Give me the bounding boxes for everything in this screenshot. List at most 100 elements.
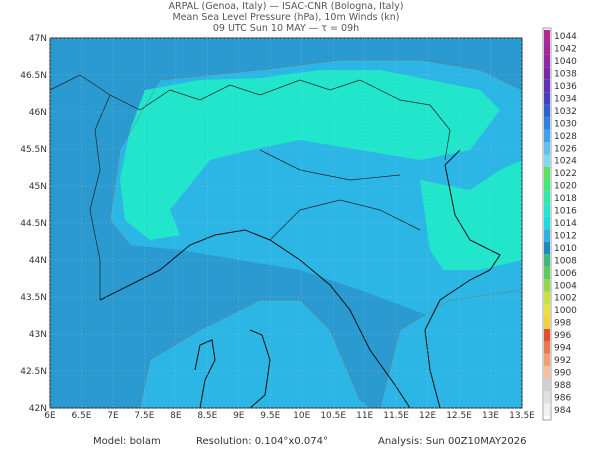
colorbar-box xyxy=(544,291,550,304)
colorbar-box xyxy=(544,328,550,342)
colorbar-label: 1006 xyxy=(554,269,577,279)
lon-tick-label: 6.5E xyxy=(71,411,91,421)
colorbar-box xyxy=(544,104,550,118)
colorbar-box xyxy=(544,42,550,55)
colorbar-box xyxy=(544,179,550,192)
lat-tick-label: 47N xyxy=(29,34,47,44)
colorbar-label: 1026 xyxy=(554,144,577,154)
colorbar-label: 1008 xyxy=(554,256,577,266)
colorbar-box xyxy=(544,30,550,43)
colorbar-label: 1038 xyxy=(554,70,577,80)
lat-tick-label: 44N xyxy=(29,256,47,266)
pressure-band xyxy=(120,70,522,290)
lon-tick-label: 9E xyxy=(233,411,245,421)
colorbar-label: 1036 xyxy=(554,82,577,92)
footer-resolution: Resolution: 0.104°x0.074° xyxy=(196,436,328,447)
colorbar-box xyxy=(544,79,550,93)
colorbar-label: 1040 xyxy=(554,57,577,67)
colorbar-label: 1044 xyxy=(554,32,577,42)
header-line: 09 UTC Sun 10 MAY — τ = 09h xyxy=(213,23,359,34)
footer-model: Model: bolam xyxy=(93,436,161,447)
pressure-band xyxy=(430,260,522,300)
colorbar-box xyxy=(544,241,550,255)
colorbar-label: 998 xyxy=(554,319,571,329)
lon-tick-label: 7E xyxy=(107,411,119,421)
colorbar-label: 1000 xyxy=(554,306,577,316)
colorbar-label: 1002 xyxy=(554,294,577,304)
lat-tick-label: 46.5N xyxy=(20,71,47,81)
colorbar-box xyxy=(544,117,550,130)
lat-tick-label: 42.5N xyxy=(20,367,47,377)
colorbar-box xyxy=(544,378,550,392)
colorbar-label: 988 xyxy=(554,381,571,391)
lon-tick-label: 10E xyxy=(293,411,310,421)
colorbar-label: 1042 xyxy=(554,45,577,55)
colorbar-label: 1024 xyxy=(554,157,577,167)
colorbar-box xyxy=(544,316,550,329)
colorbar-box xyxy=(544,154,550,167)
lon-tick-label: 8E xyxy=(170,411,182,421)
colorbar-label: 1018 xyxy=(554,194,577,204)
colorbar-label: 1022 xyxy=(554,169,577,179)
colorbar-label: 1010 xyxy=(554,244,577,254)
lon-tick-label: 9.5E xyxy=(260,411,280,421)
lat-tick-label: 45N xyxy=(29,182,47,192)
header-line: Mean Sea Level Pressure (hPa), 10m Winds… xyxy=(172,12,399,23)
colorbar-box xyxy=(544,229,550,242)
colorbar-box xyxy=(544,142,550,155)
colorbar-label: 1028 xyxy=(554,132,577,142)
lon-tick-label: 12E xyxy=(419,411,436,421)
colorbar-label: 990 xyxy=(554,368,571,378)
colorbar-label: 1034 xyxy=(554,94,577,104)
footer-analysis: Analysis: Sun 00Z10MAY2026 xyxy=(378,436,527,447)
lat-tick-label: 43.5N xyxy=(20,293,47,303)
colorbar-label: 1032 xyxy=(554,107,577,117)
colorbar-box xyxy=(544,254,550,267)
lon-tick-label: 12.5E xyxy=(446,411,472,421)
lat-tick-label: 42N xyxy=(29,404,47,414)
lat-tick-label: 45.5N xyxy=(20,145,47,155)
lat-tick-label: 44.5N xyxy=(20,219,47,229)
colorbar-box xyxy=(544,353,550,367)
lat-tick-label: 43N xyxy=(29,330,47,340)
colorbar-label: 1012 xyxy=(554,231,577,241)
lon-tick-label: 8.5E xyxy=(197,411,217,421)
colorbar-box xyxy=(544,204,550,217)
colorbar-box xyxy=(544,279,550,292)
colorbar-box xyxy=(544,166,550,180)
lat-tick-label: 46N xyxy=(29,108,47,118)
colorbar-box xyxy=(544,92,550,105)
colorbar-label: 1030 xyxy=(554,119,577,129)
colorbar-label: 1016 xyxy=(554,207,577,217)
colorbar-label: 984 xyxy=(554,406,571,416)
colorbar-label: 996 xyxy=(554,331,571,341)
colorbar-box xyxy=(544,129,550,143)
colorbar-box xyxy=(544,54,550,68)
lon-tick-label: 11E xyxy=(356,411,373,421)
lon-tick-label: 6E xyxy=(44,411,56,421)
colorbar-box xyxy=(544,216,550,230)
colorbar-box xyxy=(544,391,550,404)
colorbar-label: 992 xyxy=(554,356,571,366)
map xyxy=(49,38,523,409)
colorbar-box xyxy=(544,191,550,205)
lon-tick-label: 10.5E xyxy=(320,411,346,421)
colorbar-label: 1020 xyxy=(554,182,577,192)
colorbar-label: 1004 xyxy=(554,281,577,291)
colorbar-label: 1014 xyxy=(554,219,577,229)
colorbar-box xyxy=(544,266,550,280)
colorbar-box xyxy=(544,341,550,354)
colorbar-box xyxy=(544,303,550,317)
colorbar-label: 994 xyxy=(554,344,571,354)
lon-tick-label: 11.5E xyxy=(383,411,409,421)
lon-tick-label: 13.5E xyxy=(509,411,535,421)
colorbar-box xyxy=(544,67,550,80)
colorbar-box xyxy=(544,366,550,379)
colorbar-label: 986 xyxy=(554,393,571,403)
colorbar-frame xyxy=(542,27,552,421)
lon-tick-label: 13E xyxy=(482,411,499,421)
lon-tick-label: 7.5E xyxy=(134,411,154,421)
header-line: ARPAL (Genoa, Italy) — ISAC-CNR (Bologna… xyxy=(169,1,404,12)
colorbar-box xyxy=(544,403,550,416)
